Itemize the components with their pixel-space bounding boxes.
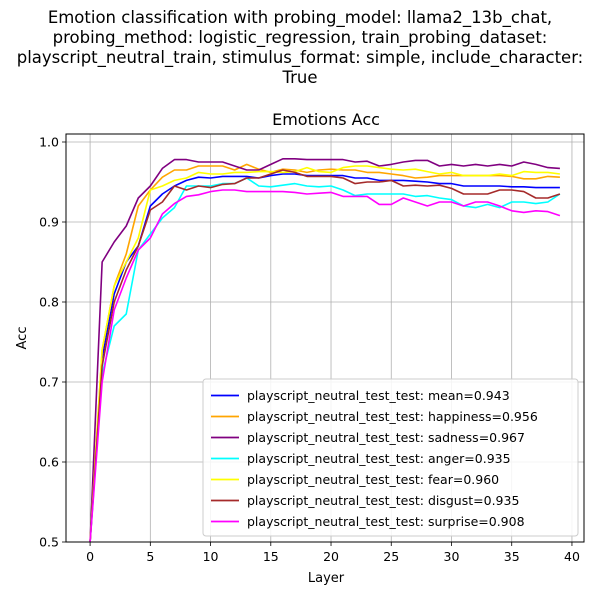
legend-label: playscript_neutral_test_test: mean=0.943 [247,388,510,403]
x-tick-label: 35 [504,549,520,564]
legend-box [202,378,579,537]
series-line-disgust [89,169,561,543]
x-tick-label: 25 [383,549,399,564]
x-tick-label: 20 [323,549,339,564]
x-tick-label: 10 [203,549,219,564]
series-lines [89,158,561,543]
series-line-surprise [89,189,561,543]
legend-label: playscript_neutral_test_test: disgust=0.… [247,493,519,508]
legend-label: playscript_neutral_test_test: surprise=0… [247,514,525,529]
series-line-anger [89,177,561,543]
suptitle-line-2: probing_method: logistic_regression, tra… [52,28,548,47]
x-tick-label: 30 [444,549,460,564]
suptitle-line-1: Emotion classification with probing_mode… [47,8,553,27]
y-axis-label: Acc [15,327,30,350]
x-tick-label: 40 [564,549,580,564]
legend-label: playscript_neutral_test_test: fear=0.960 [247,472,499,487]
suptitle-line-3: playscript_neutral_train, stimulus_forma… [16,48,584,67]
chart-title: Emotions Acc [272,110,380,129]
y-tick-label: 0.8 [39,295,59,310]
suptitle-line-4: True [282,68,318,87]
y-tick-label: 1.0 [39,135,59,150]
y-tick-label: 0.7 [39,375,59,390]
x-tick-label: 15 [263,549,279,564]
axis-ticks: 0 5 10 15 20 25 30 35 40 0.5 0.6 0.7 0.8 0.9 1.0 [39,135,580,565]
figure-suptitle: Emotion classification with probing_mode… [0,8,600,88]
series-line-sadness [89,158,560,543]
plot-frame [65,133,585,543]
series-line-fear [89,165,561,543]
legend-label: playscript_neutral_test_test: sadness=0.… [247,430,525,445]
x-tick-label: 5 [146,549,154,564]
legend-label: playscript_neutral_test_test: happiness=… [247,409,538,424]
x-tick-label: 0 [86,549,94,564]
legend: playscript_neutral_test_test: mean=0.943… [202,378,579,537]
x-axis-label: Layer [308,571,345,586]
legend-label: playscript_neutral_test_test: anger=0.93… [247,451,511,466]
y-tick-label: 0.9 [39,215,59,230]
y-tick-label: 0.5 [39,535,59,550]
y-tick-label: 0.6 [39,455,59,470]
